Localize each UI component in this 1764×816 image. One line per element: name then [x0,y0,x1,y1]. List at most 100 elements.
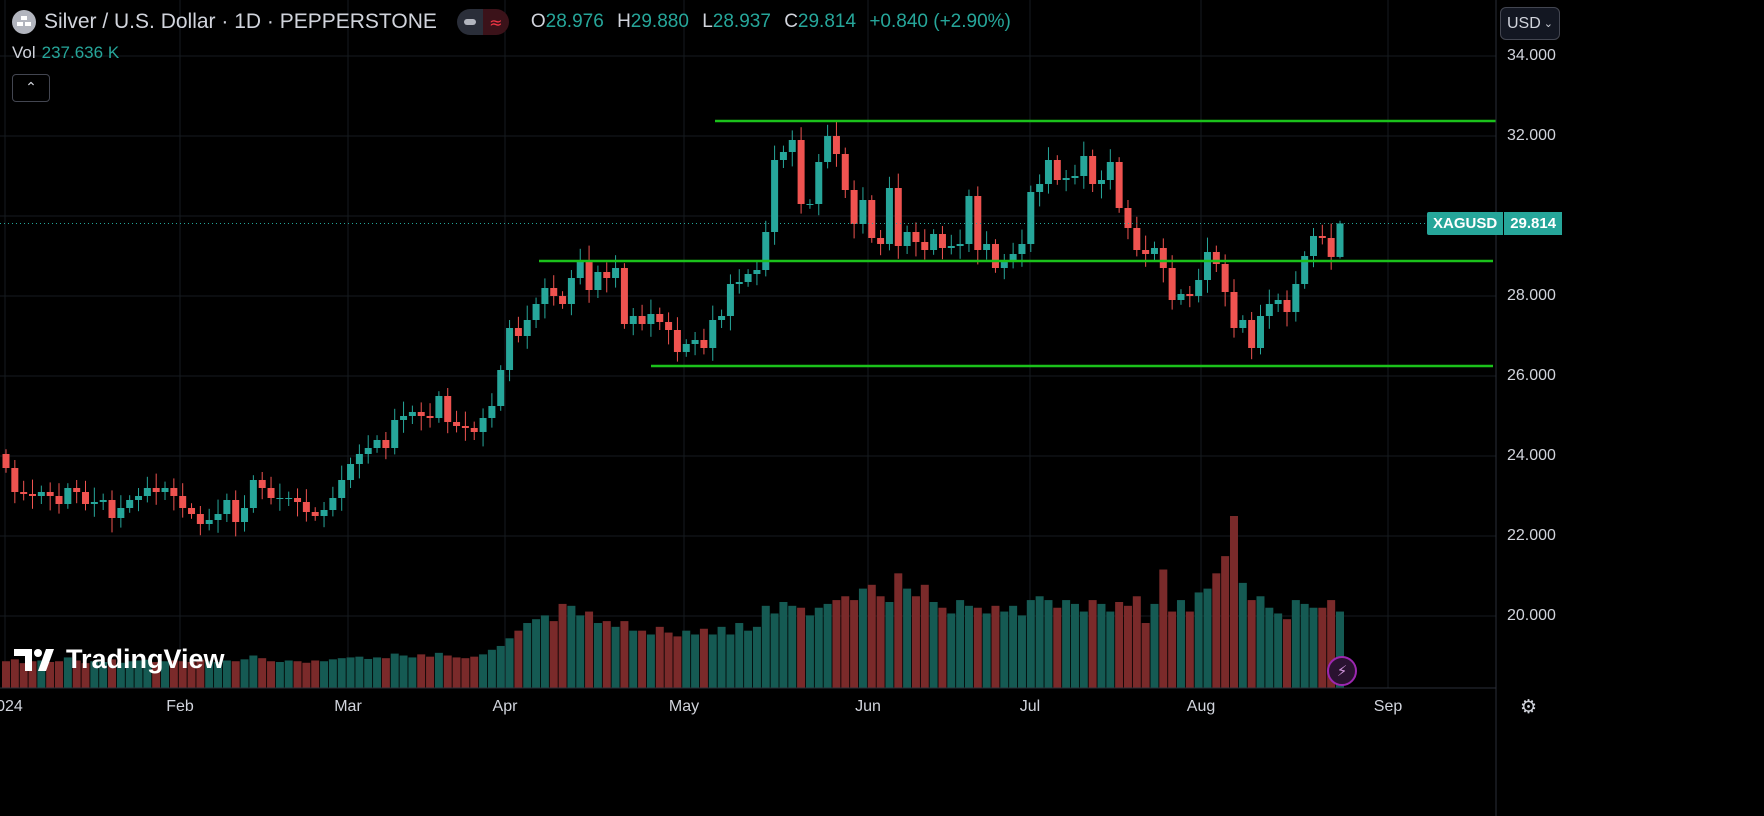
candle-body [938,234,946,248]
candle-body [1053,160,1061,180]
volume-bar [788,605,797,688]
currency-select[interactable]: USD ⌄ [1500,7,1560,40]
candle-body [1221,264,1229,292]
volume-bar [779,602,788,688]
price-tick-label: 24.000 [1507,447,1556,464]
volume-bar [1309,607,1318,688]
volume-bar [797,607,806,688]
volume-bar [320,661,329,688]
volume-bar [1141,623,1150,688]
candle-body [753,270,761,274]
price-tick-label: 28.000 [1507,287,1556,304]
candles [2,121,1344,537]
volume-bar [249,655,258,688]
volume-bar [1176,600,1185,688]
volume-bar [1132,596,1141,688]
volume-bar [72,660,81,688]
candle-body [90,502,98,504]
volume-bar [1168,611,1177,688]
volume-bar [108,659,117,688]
time-tick-label: Sep [1373,698,1403,715]
candle-body [1186,294,1194,296]
candle-body [408,412,416,416]
candle-body [214,514,222,520]
candle-body [1142,250,1150,254]
volume-bar [152,662,161,688]
volume-bar [258,658,267,688]
candle-body [1089,156,1097,184]
candle-body [1036,184,1044,192]
volume-bar [761,605,770,688]
data-delayed-icon: ≈ [482,9,509,35]
candle-body [559,296,567,304]
candle-body [108,500,116,518]
volume-bar [1115,602,1124,688]
volume-bar [911,596,920,688]
candle-body [82,492,90,504]
volume-bar [1274,613,1283,688]
volume-bar [947,613,956,688]
candle-body [294,498,302,502]
volume-bar [973,607,982,688]
candle-body [1265,304,1273,316]
candle-body [514,328,522,336]
candle-body [1203,252,1211,280]
candle-body [903,232,911,246]
candle-body [1248,320,1256,348]
market-status[interactable]: ≈ [456,9,509,35]
candle-body [302,502,310,512]
volume-bar [638,630,647,688]
candle-body [930,234,938,250]
volume-bar [1327,600,1336,688]
candle-body [824,136,832,162]
candle-body [815,162,823,204]
chevron-down-icon: ⌄ [1543,18,1553,30]
volume-bar [673,636,682,688]
volume-bar [629,630,638,688]
price-tick-label: 22.000 [1507,527,1556,544]
volume-bar [691,634,700,688]
volume-bar [205,661,214,688]
horizontal-levels[interactable] [0,119,1496,368]
volume-bar [143,659,152,688]
candle-body [223,500,231,514]
candle-body [73,488,81,492]
volume-bar [611,626,620,688]
volume-bar [1035,596,1044,688]
volume-legend: Vol 237.636 K [12,43,119,63]
open-label: O [530,11,546,32]
candle-body [126,500,134,508]
last-price-tag: XAGUSD 29.814 [1427,212,1563,235]
volume-bar [558,603,567,688]
candle-body [550,288,558,296]
volume-bar [408,657,417,688]
candle-body [894,188,902,246]
low-value: 28.937 [712,11,771,32]
candle-body [523,320,531,336]
lightning-icon[interactable]: ⚡ [1327,656,1357,686]
volume-label: Vol [12,43,36,62]
currency-label: USD [1507,14,1541,32]
volume-bar [938,607,947,688]
candle-body [762,232,770,270]
symbol-title[interactable]: Silver / U.S. Dollar · 1D · PEPPERSTONE [44,10,437,33]
candle-body [1283,300,1291,312]
candle-body [797,140,805,204]
volume-bar [1150,603,1159,688]
volume-bar [1318,607,1327,688]
candle-body [276,498,284,499]
time-tick-label: Apr [492,698,518,715]
candle-body [1124,208,1132,228]
candle-body [1000,262,1008,268]
candle-body [1292,284,1300,312]
candle-body [541,288,549,304]
volume-bar [293,661,302,688]
chart-settings-icon[interactable]: ⚙ [1520,696,1538,718]
volume-bar [956,600,965,688]
volume-bar [417,654,426,688]
grid [0,0,1496,688]
collapse-legend-button[interactable]: ⌃ [12,74,50,102]
volume-bar [267,661,276,688]
volume-bar [355,656,364,688]
